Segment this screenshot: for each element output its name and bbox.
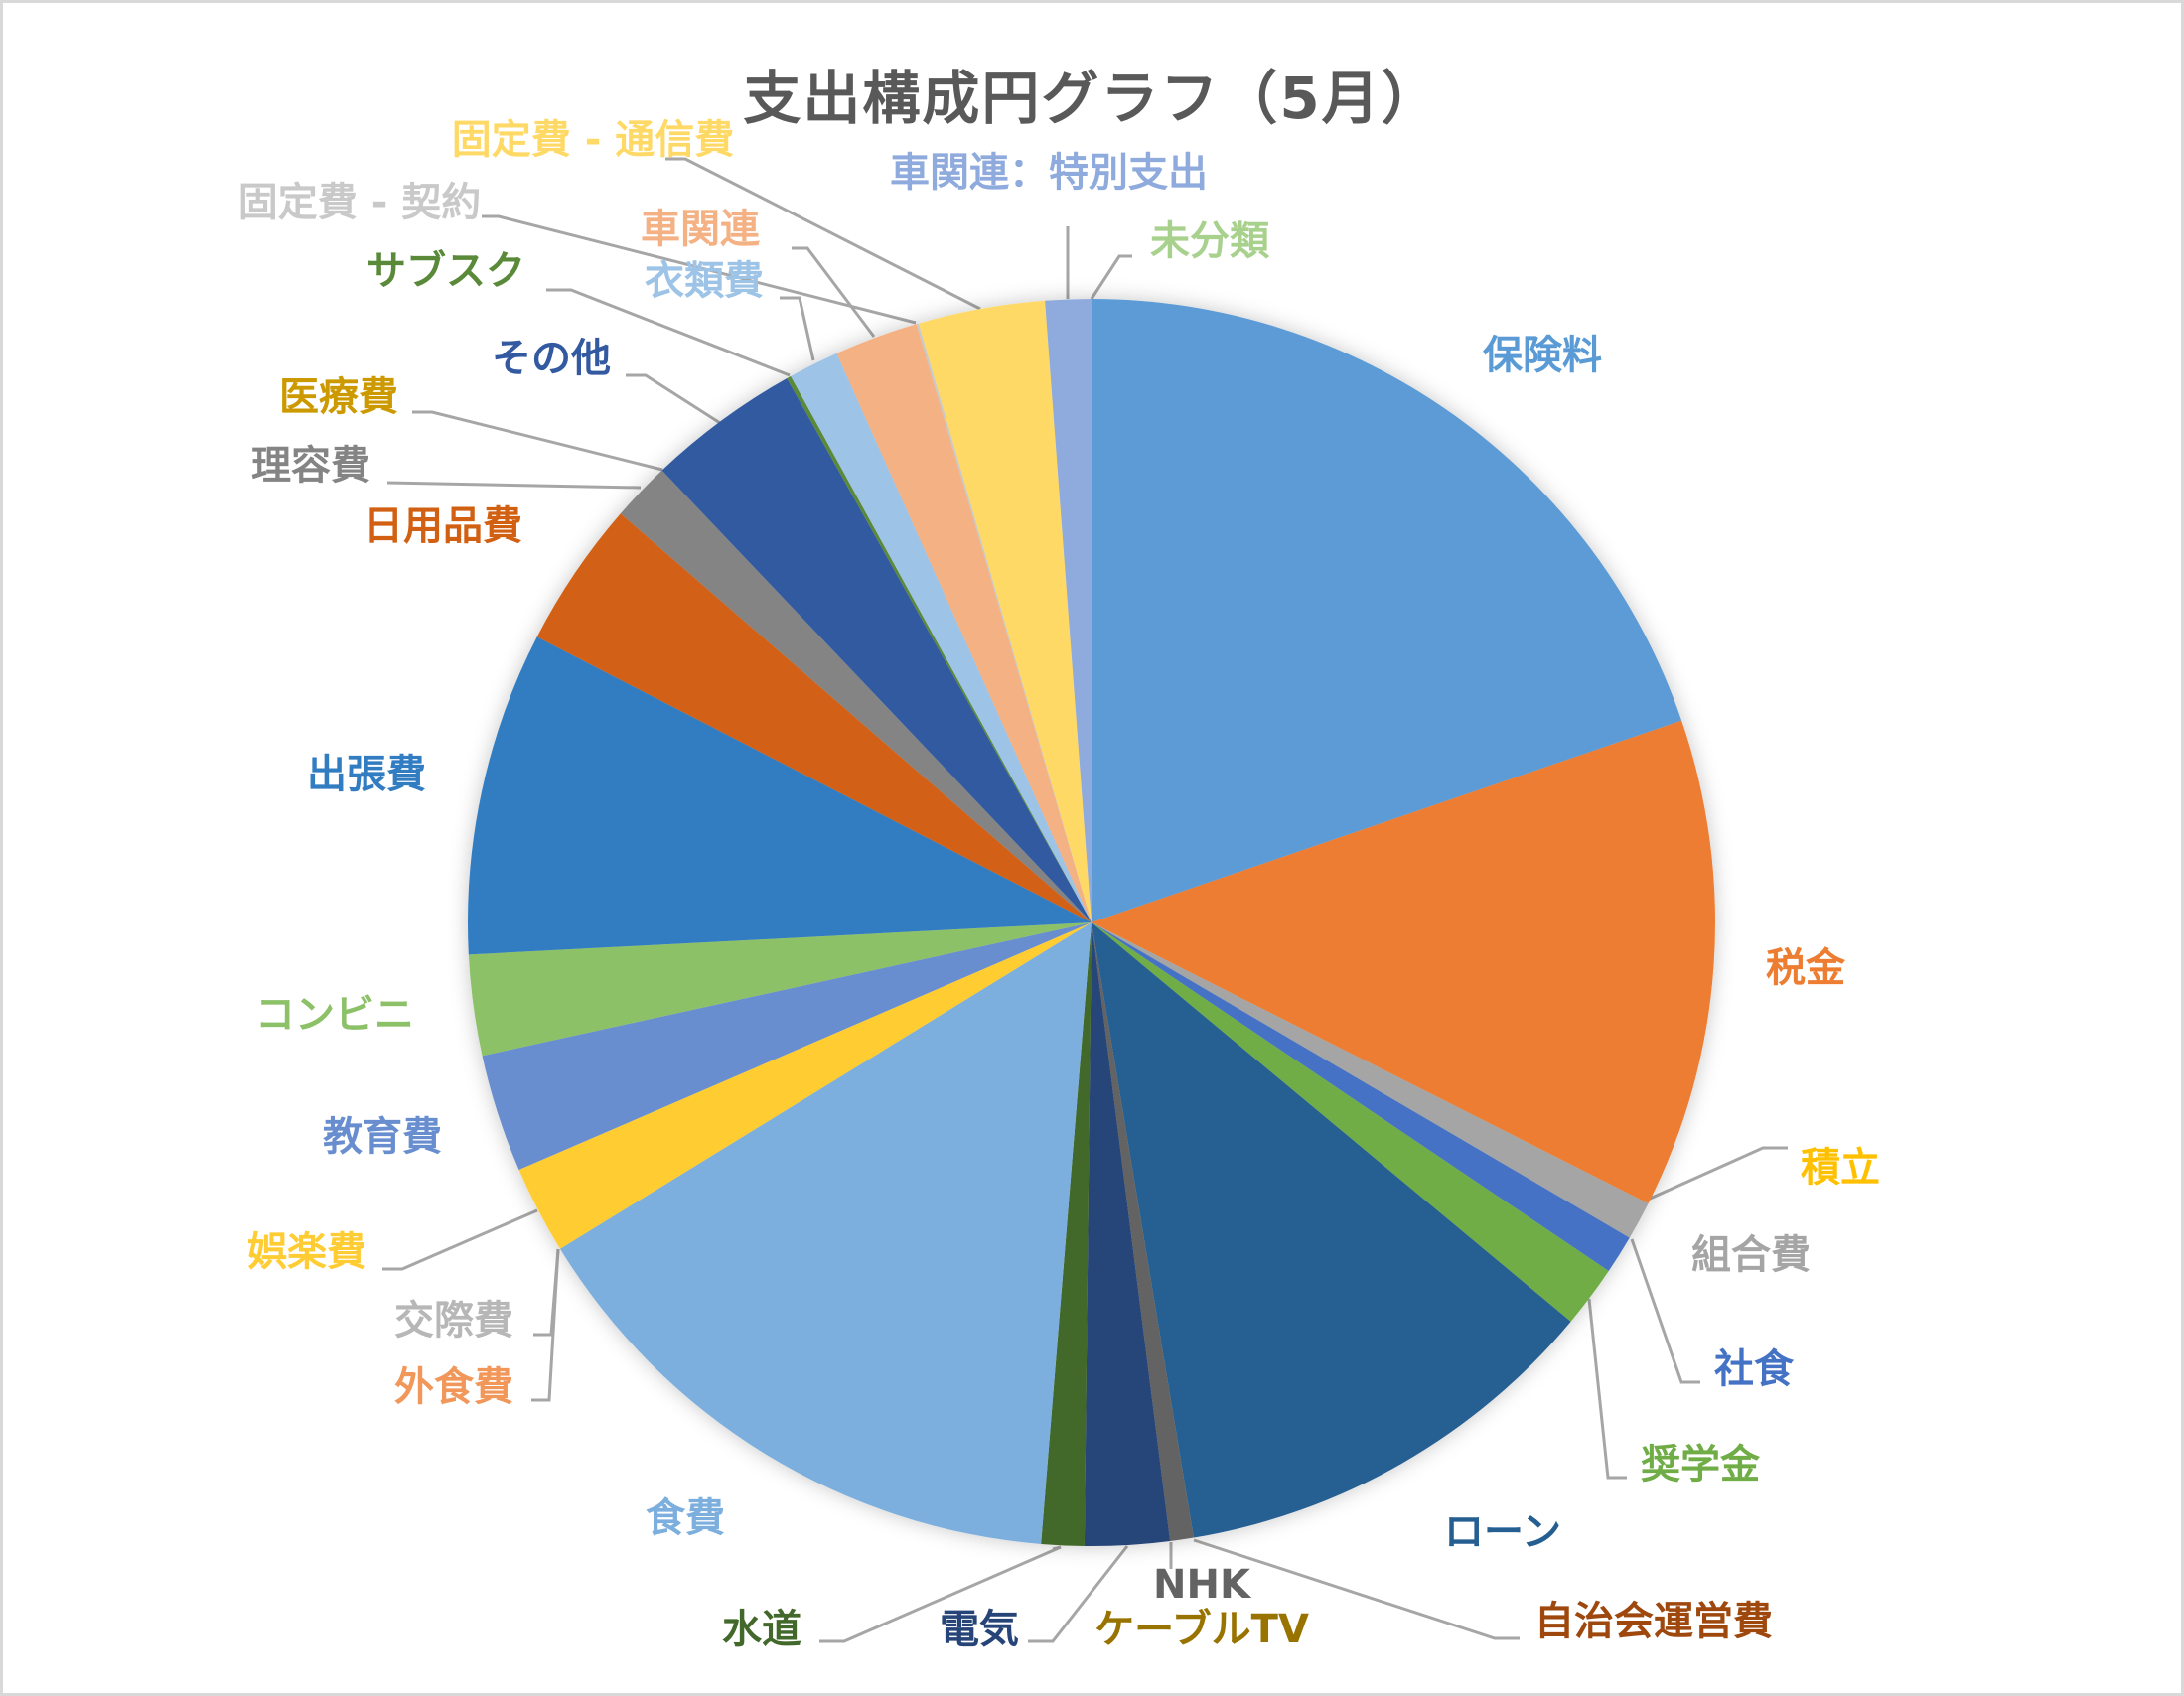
leader-line [1090, 254, 1132, 300]
data-label: 社食 [1714, 1346, 1794, 1392]
pie-slice [1084, 922, 1171, 1546]
leader-line [546, 288, 791, 377]
leader-line [780, 296, 815, 361]
leader-lines [382, 157, 1788, 1643]
leader-line [665, 157, 981, 311]
chart-title: 支出構成円グラフ（5月） [743, 65, 1441, 132]
data-label: 税金 [1766, 945, 1845, 991]
pie-slice [468, 922, 1092, 1057]
leader-line [626, 373, 721, 425]
pie-slice [536, 513, 1092, 922]
data-label: 日用品費 [364, 503, 522, 549]
pie-slice [1092, 922, 1609, 1322]
data-label: 車関連 [641, 207, 760, 252]
data-label: 娯楽費 [247, 1229, 366, 1275]
leader-line [1193, 1538, 1520, 1640]
data-label: 理容費 [251, 443, 370, 489]
leader-line [412, 410, 663, 472]
pie-slice [1092, 922, 1571, 1538]
data-label: 水道 [722, 1607, 801, 1652]
pie-slice [1092, 299, 1682, 922]
pie-slices [468, 299, 1715, 1546]
leader-line [1587, 1298, 1627, 1480]
data-label: ローン [1444, 1509, 1561, 1555]
leader-line [482, 214, 917, 325]
data-label: 積立 [1801, 1145, 1880, 1191]
data-label: 車関連：特別支出 [890, 150, 1208, 196]
pie-slice [787, 375, 1092, 922]
data-label: 出張費 [307, 752, 426, 797]
data-label: その他 [492, 336, 611, 381]
data-label: 未分類 [1150, 218, 1269, 264]
data-label: 衣類費 [645, 258, 764, 304]
data-label: ケーブルTV [1094, 1607, 1309, 1652]
data-label: 組合費 [1691, 1232, 1811, 1278]
data-label: 固定費 - 通信費 [451, 117, 735, 163]
pie-slice [918, 300, 1092, 922]
pie-slice [836, 324, 1092, 922]
leader-line [382, 1208, 538, 1271]
data-label: コンビニ [255, 992, 414, 1038]
pie-slice [1092, 922, 1194, 1541]
pie-slice [916, 323, 1092, 922]
pie-slice [1092, 720, 1715, 1203]
leader-line [1638, 1146, 1788, 1205]
leader-line [819, 1545, 1062, 1643]
pie-slice [1092, 922, 1649, 1238]
data-label: 食費 [646, 1495, 725, 1541]
data-label: 保険料 [1483, 333, 1602, 378]
data-label: NHK [1153, 1562, 1250, 1608]
pie-slice [559, 922, 1092, 1544]
pie-slice [1045, 299, 1092, 922]
leader-line [1028, 1545, 1129, 1643]
pie-slice [661, 377, 1092, 922]
data-label: 医療費 [279, 374, 398, 420]
leader-line [386, 481, 642, 490]
pie-slice [1041, 922, 1092, 1546]
pie-slice [482, 922, 1092, 1171]
data-label: 自治会運営費 [1534, 1599, 1773, 1644]
leader-line [531, 1248, 560, 1402]
data-label: 奨学金 [1641, 1442, 1760, 1487]
data-label: 電気 [940, 1607, 1019, 1652]
data-label: 交際費 [394, 1298, 513, 1343]
pie-slice [1092, 922, 1630, 1272]
data-label: 固定費 - 契約 [237, 180, 482, 225]
pie-slice [518, 922, 1092, 1249]
data-label: サブスク [366, 248, 525, 294]
pie-slice [468, 636, 1092, 955]
leader-line [1630, 1238, 1700, 1384]
data-label: 外食費 [394, 1364, 513, 1410]
pie-slice [791, 353, 1092, 922]
pie-slice [620, 470, 1092, 922]
data-label: 教育費 [323, 1114, 442, 1160]
